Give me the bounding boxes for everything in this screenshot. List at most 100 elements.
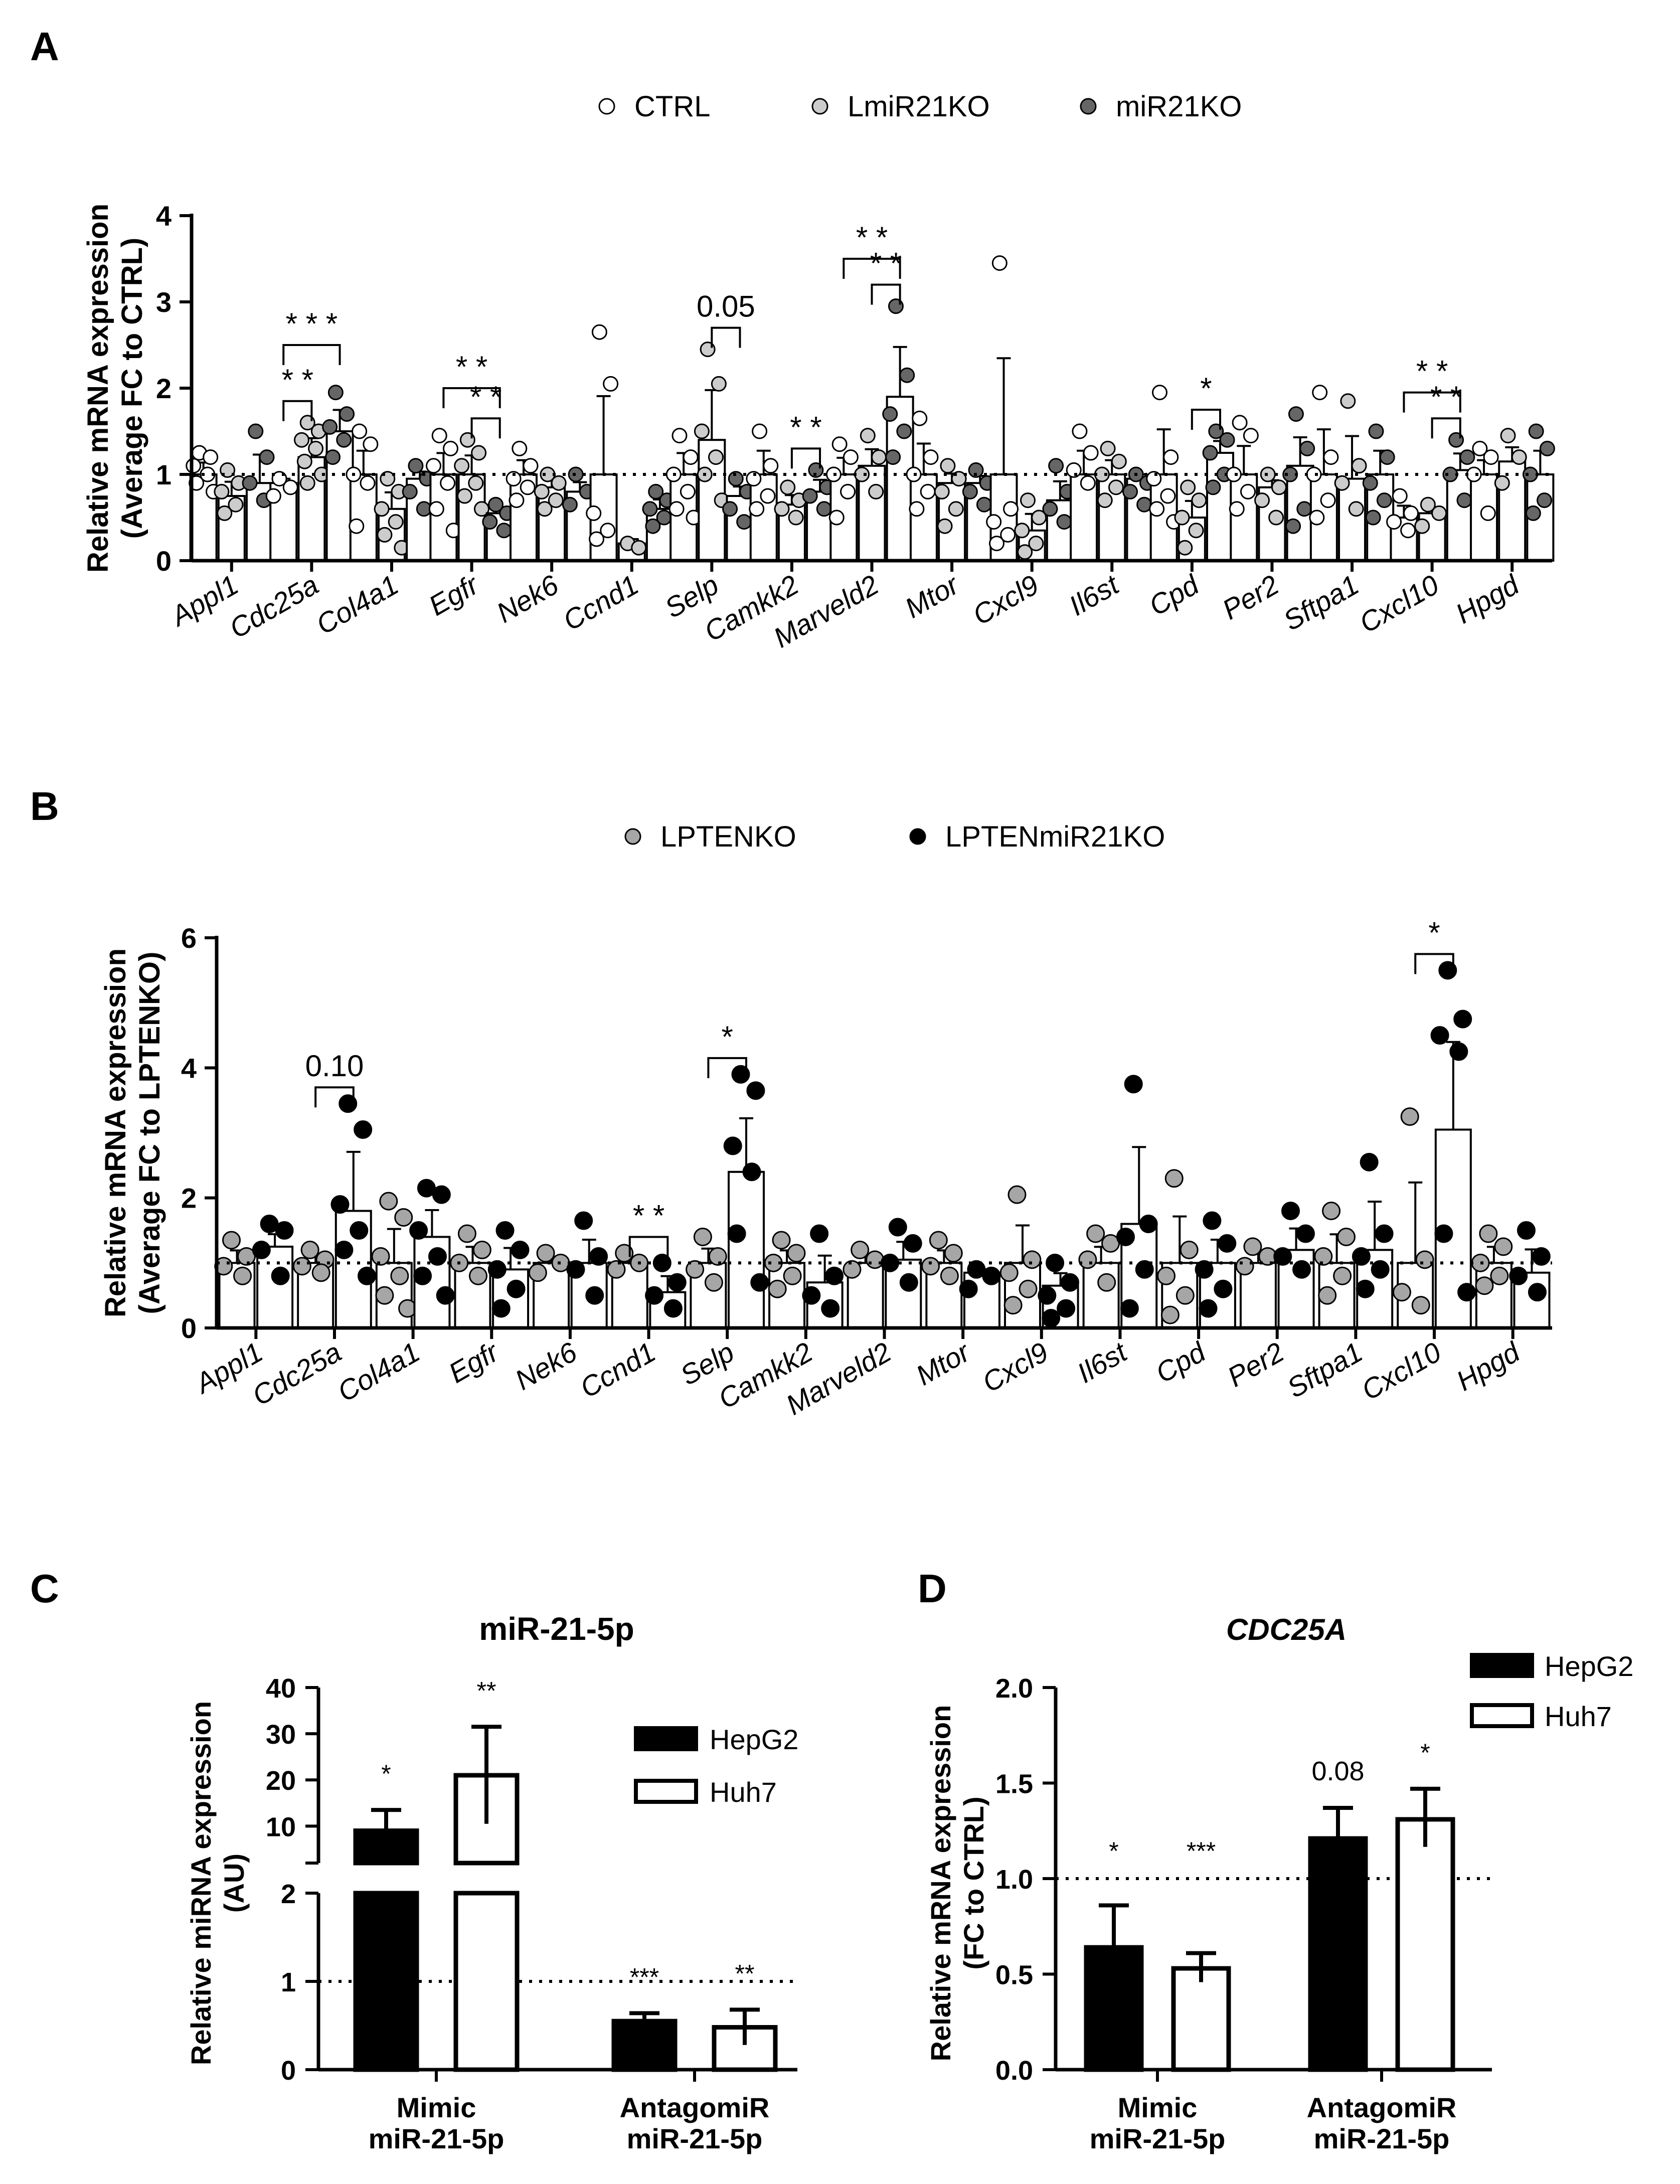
significance-bracket-marveld2-7 <box>871 283 901 305</box>
data-point-il6st-mir21ko <box>1122 483 1138 499</box>
data-point-cxcl9-lptenmir21ko <box>1060 1273 1079 1292</box>
x-tick-label-cxcl9: Cxcl9 <box>967 569 1044 631</box>
data-point-cpd-lptenko <box>1160 1305 1180 1324</box>
data-point-nek6-mir21ko <box>568 466 584 482</box>
bar-egfr-lptenmir21ko <box>492 1268 530 1329</box>
data-point-hpgd-ctrl <box>1483 449 1499 465</box>
data-point-camkk2-mir21ko <box>816 501 832 517</box>
legend-marker-lptenmir21ko <box>909 828 926 845</box>
significance-label-1-hepg2: *** <box>630 1963 659 1991</box>
y-axis-label: Relative mRNA expression(FC to CTRL) <box>925 1705 989 2062</box>
data-point-col4a1-lmir21ko <box>374 501 390 517</box>
data-point-cpd-lptenmir21ko <box>1199 1299 1218 1318</box>
data-point-hpgd-lptenmir21ko <box>1532 1247 1551 1266</box>
data-point-cxcl9-ctrl <box>986 514 1002 530</box>
significance-label-ccnd1-1: * * <box>633 1199 664 1232</box>
data-point-mtor-lmir21ko <box>948 501 964 517</box>
data-point-egfr-mir21ko <box>496 523 512 539</box>
bar-sftpa1-lmir21ko <box>1338 477 1367 562</box>
data-point-egfr-lmir21ko <box>454 458 470 474</box>
data-point-cpd-lptenmir21ko <box>1214 1279 1233 1298</box>
data-point-cxcl9-mir21ko <box>1056 514 1072 530</box>
data-point-nek6-lmir21ko <box>537 501 553 517</box>
data-point-appl1-ctrl <box>203 449 219 465</box>
data-point-sftpa1-lptenko <box>1333 1266 1352 1285</box>
data-point-cdc25a-lmir21ko <box>296 453 312 469</box>
data-point-nek6-lmir21ko <box>551 475 567 491</box>
data-point-il6st-ctrl <box>1080 475 1096 491</box>
y-tick-label-20: 20 <box>266 1766 296 1796</box>
data-point-il6st-lptenko <box>1086 1224 1105 1243</box>
significance-bracket-cdc25a-1 <box>282 400 313 421</box>
data-point-cpd-lmir21ko <box>1177 540 1193 556</box>
data-point-ccnd1-ctrl <box>591 324 607 340</box>
panel-letter-b: B <box>30 784 59 828</box>
data-point-il6st-lmir21ko <box>1097 492 1113 509</box>
data-point-il6st-lptenko <box>1078 1250 1097 1269</box>
data-point-cxcl9-ctrl <box>1000 527 1016 543</box>
significance-bracket-ccnd1-1 <box>628 1236 669 1257</box>
data-point-col4a1-lptenmir21ko <box>409 1221 428 1240</box>
data-point-sftpa1-lptenko <box>1322 1202 1341 1221</box>
data-point-hpgd-lptenko <box>1490 1266 1509 1285</box>
data-point-egfr-lptenko <box>472 1240 491 1259</box>
x-tick-label-cxcl10: Cxcl10 <box>1356 1336 1446 1406</box>
data-point-cxcl10-ctrl <box>1403 505 1419 521</box>
data-point-cpd-mir21ko <box>1219 432 1235 448</box>
y-tick-label-4: 4 <box>156 200 172 232</box>
significance-bracket-cxcl10-9 <box>1403 391 1461 413</box>
data-point-selp-lptenko <box>686 1260 705 1279</box>
legend-marker-ctrl <box>598 98 615 115</box>
data-point-cxcl10-ctrl <box>1400 523 1416 539</box>
data-point-hpgd-mir21ko <box>1537 492 1553 509</box>
data-point-ccnd1-ctrl <box>600 523 616 539</box>
bar-appl1-lptenmir21ko <box>256 1245 294 1329</box>
data-point-nek6-ctrl <box>523 458 539 474</box>
legend-marker-hepg2 <box>634 1726 698 1751</box>
data-point-marveld2-ctrl <box>828 510 845 526</box>
significance-label-cxcl10-3: * <box>1428 916 1440 949</box>
data-point-hpgd-lmir21ko <box>1511 449 1527 465</box>
data-point-il6st-ctrl <box>1066 462 1082 478</box>
data-point-marveld2-ctrl <box>831 436 848 452</box>
data-point-egfr-ctrl <box>428 501 444 517</box>
data-point-ccnd1-ctrl <box>589 531 605 547</box>
data-point-col4a1-lptenmir21ko <box>413 1266 432 1285</box>
data-point-marveld2-lmir21ko <box>854 466 870 482</box>
data-point-cxcl10-lptenko <box>1415 1250 1434 1269</box>
data-point-appl1-ctrl <box>186 458 202 474</box>
data-point-nek6-lptenmir21ko <box>585 1286 604 1305</box>
y-tick-label-0-0: 0.0 <box>995 2056 1033 2086</box>
data-point-mtor-lmir21ko <box>937 518 953 534</box>
significance-label-0-hepg2: * <box>381 1760 391 1788</box>
data-point-nek6-mir21ko <box>562 496 578 513</box>
data-point-appl1-lptenmir21ko <box>252 1240 271 1259</box>
data-point-cdc25a-lmir21ko <box>293 432 309 448</box>
data-point-cxcl9-ctrl <box>1003 501 1019 517</box>
x-tick-label-il6st: Il6st <box>1072 1335 1133 1389</box>
significance-bracket-cdc25a-0 <box>314 1086 355 1108</box>
data-point-nek6-lptenmir21ko <box>574 1211 593 1230</box>
data-point-cdc25a-lptenmir21ko <box>354 1120 373 1139</box>
data-point-camkk2-ctrl <box>749 501 765 517</box>
y-tick-label-2: 2 <box>181 1183 197 1214</box>
data-point-camkk2-lptenko <box>772 1231 791 1250</box>
data-point-il6st-lptenmir21ko <box>1139 1215 1158 1234</box>
significance-label-1-hepg2: 0.08 <box>1311 1756 1364 1786</box>
data-point-marveld2-lptenko <box>843 1260 862 1279</box>
data-point-appl1-lmir21ko <box>214 483 230 499</box>
data-point-mtor-lptenko <box>940 1266 959 1285</box>
data-point-il6st-lptenko <box>1097 1273 1116 1292</box>
data-point-ccnd1-lptenmir21ko <box>663 1299 683 1318</box>
data-point-cxcl10-lmir21ko <box>1431 505 1447 521</box>
data-point-appl1-lptenmir21ko <box>271 1266 290 1285</box>
data-point-cdc25a-ctrl <box>282 479 298 495</box>
data-point-cxcl10-ctrl <box>1392 488 1408 504</box>
data-point-per2-lptenmir21ko <box>1292 1260 1311 1279</box>
data-point-sftpa1-lptenko <box>1314 1247 1333 1266</box>
data-point-cxcl9-lptenko <box>1007 1185 1027 1204</box>
data-point-marveld2-lptenko <box>866 1250 885 1269</box>
data-point-col4a1-lptenko <box>394 1208 413 1227</box>
data-point-cpd-ctrl <box>1152 385 1168 401</box>
significance-label-egfr-2: * * <box>456 350 487 384</box>
